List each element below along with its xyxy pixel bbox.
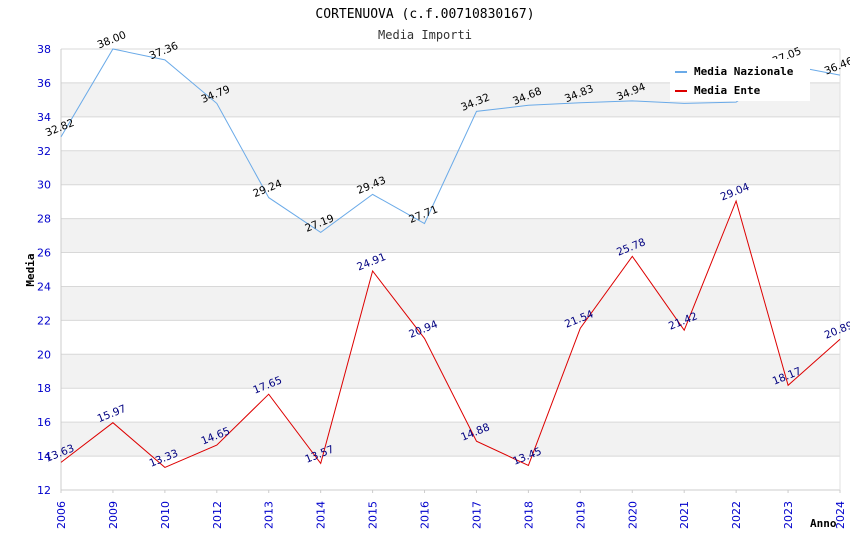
series-line-media-ente — [60, 199, 841, 468]
grid-band — [61, 218, 840, 253]
x-tick-label-2023: 2023 — [782, 501, 795, 529]
legend-label-media-nazionale: Media Nazionale — [694, 65, 794, 78]
plot-background-bands — [61, 82, 840, 457]
legend: Media Nazionale Media Ente — [670, 59, 810, 101]
data-label-media-nazionale: 38.00 — [96, 29, 128, 51]
x-tick-label-2016: 2016 — [419, 501, 432, 529]
y-tick-label: 12 — [37, 484, 51, 497]
y-tick-label: 34 — [37, 111, 51, 124]
x-tick-label-2012: 2012 — [211, 501, 224, 529]
x-tick-label-2020: 2020 — [626, 501, 639, 529]
y-tick-label: 24 — [37, 280, 51, 293]
y-tick-label: 22 — [37, 314, 51, 327]
y-tick-label: 16 — [37, 416, 51, 429]
data-label-media-ente: 24.91 — [355, 251, 387, 273]
y-tick-label: 20 — [37, 348, 51, 361]
x-tick-label-2014: 2014 — [315, 501, 328, 529]
series-lines — [60, 48, 841, 468]
x-tick-label-2021: 2021 — [678, 501, 691, 529]
y-tick-label: 36 — [37, 77, 51, 90]
legend-background — [670, 59, 810, 101]
x-tick-label-2018: 2018 — [522, 501, 535, 529]
grid-band — [61, 422, 840, 457]
x-tick-label-2010: 2010 — [159, 501, 172, 529]
chart-title: CORTENUOVA (c.f.00710830167) — [315, 7, 534, 22]
data-label-media-ente: 20.89 — [823, 319, 850, 341]
x-tick-label-2024: 2024 — [834, 501, 847, 529]
y-axis-label: Media — [24, 253, 37, 286]
x-tick-label-2017: 2017 — [470, 501, 483, 529]
grid-band — [61, 354, 840, 389]
y-tick-label: 26 — [37, 247, 51, 260]
y-tick-label: 18 — [37, 382, 51, 395]
axes — [60, 49, 841, 493]
y-tick-label: 28 — [37, 213, 51, 226]
data-label-media-nazionale: 37.36 — [148, 40, 181, 63]
x-tick-label-2013: 2013 — [263, 501, 276, 529]
grid-band — [61, 286, 840, 321]
y-tick-label: 38 — [37, 43, 51, 56]
grid-lines — [61, 48, 840, 491]
data-label-media-ente: 13.63 — [44, 442, 76, 464]
y-tick-label: 30 — [37, 179, 51, 192]
x-tick-label-2019: 2019 — [574, 501, 587, 529]
chart-subtitle: Media Importi — [378, 28, 472, 42]
x-tick-label-2006: 2006 — [55, 501, 68, 529]
x-tick-label-2015: 2015 — [367, 501, 380, 529]
series-line-media-nazionale — [60, 48, 841, 234]
x-tick-label-2009: 2009 — [107, 501, 120, 529]
y-tick-label: 14 — [37, 450, 51, 463]
legend-label-media-ente: Media Ente — [694, 84, 761, 97]
x-axis-label: Anno — [810, 517, 837, 530]
x-tick-label-2022: 2022 — [730, 501, 743, 529]
y-tick-label: 32 — [37, 145, 51, 158]
y-tick-labels: 12 14 16 18 20 22 24 26 28 30 32 34 36 38 — [37, 43, 51, 497]
x-tick-labels: 2006 2009 2010 2012 2013 2014 2015 2016 2017 2018… — [55, 501, 847, 529]
